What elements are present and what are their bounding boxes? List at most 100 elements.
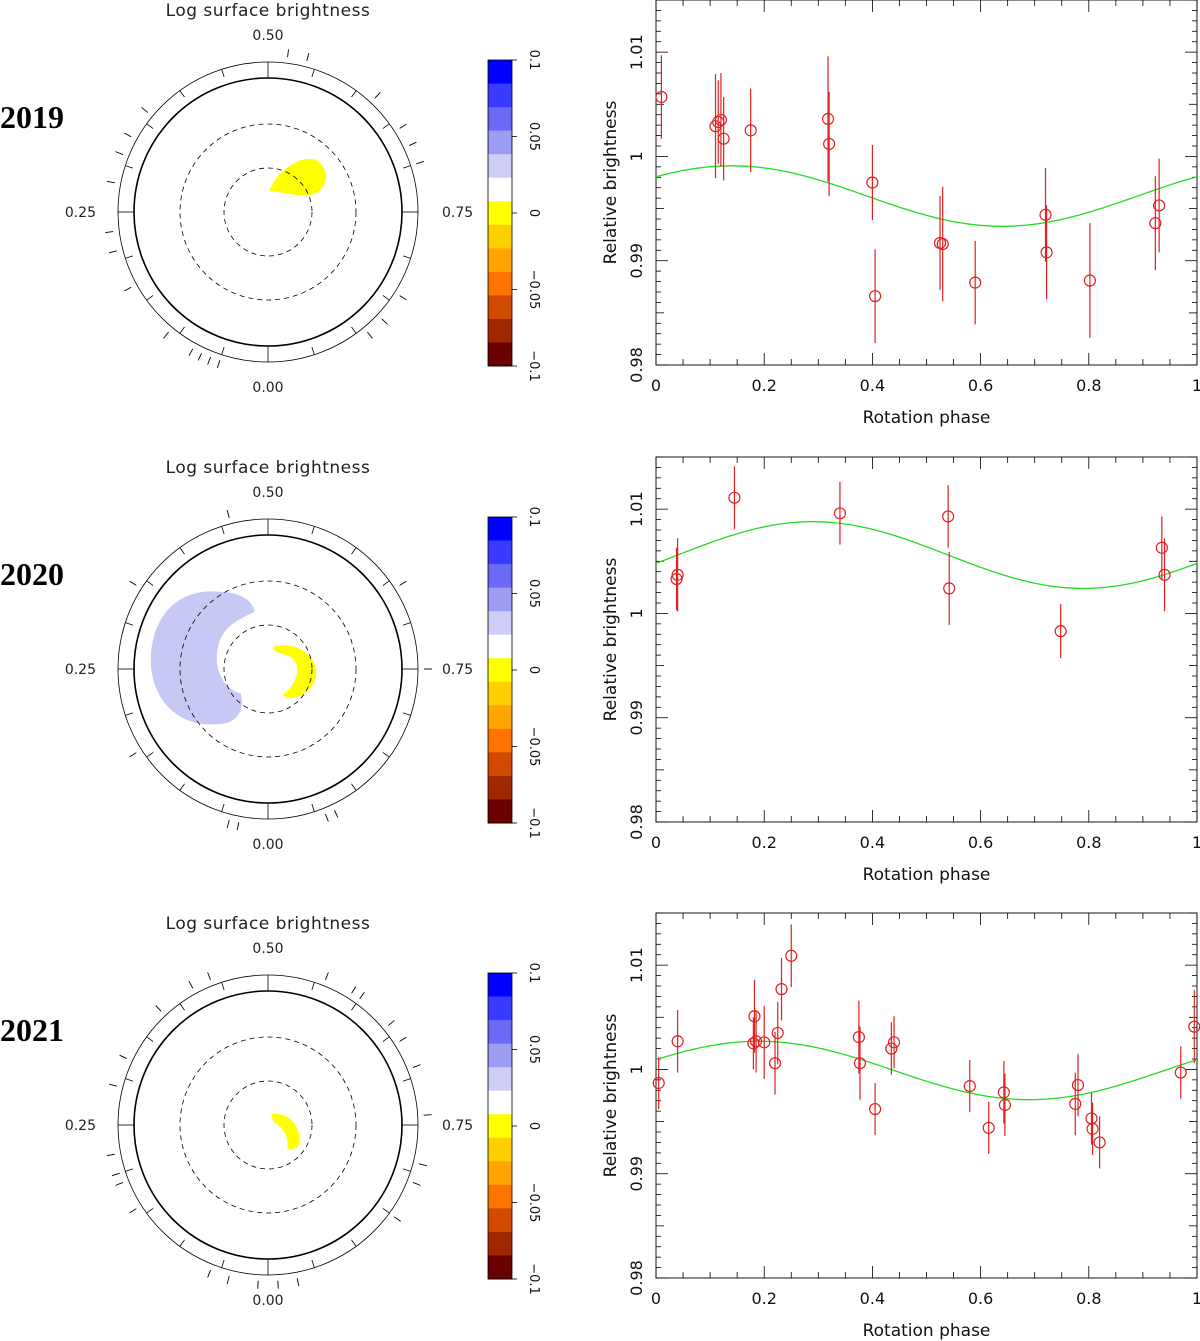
observed-phase-mark xyxy=(412,1182,421,1186)
observed-phase-mark xyxy=(226,1275,230,1284)
bright-spot xyxy=(150,591,255,725)
data-point xyxy=(1158,568,1171,581)
colorbar-tick-label: −0.05 xyxy=(526,1183,541,1223)
map-title: Log surface brightness xyxy=(166,458,371,478)
colorbar-bin xyxy=(488,587,512,612)
colorbar-bin xyxy=(488,271,512,296)
ring-tick xyxy=(125,1078,134,1082)
ring-tick xyxy=(221,346,225,355)
data-point xyxy=(1069,1097,1082,1110)
phase-label-bottom: 0.00 xyxy=(252,1293,283,1309)
observed-phase-mark xyxy=(399,1036,407,1042)
x-tick-label: 0.6 xyxy=(968,376,993,395)
observed-phase-mark xyxy=(236,822,240,831)
phase-label-left: 0.25 xyxy=(65,205,96,221)
ring-tick xyxy=(179,783,185,791)
colorbar-tick-label: 0 xyxy=(526,1122,541,1130)
x-tick-label: 0.8 xyxy=(1076,1289,1101,1308)
data-point xyxy=(717,132,730,145)
x-tick-label: 0 xyxy=(651,376,661,395)
data-point xyxy=(1083,274,1096,287)
fit-curve xyxy=(655,165,1198,227)
colorbar-bin xyxy=(488,1184,512,1209)
ring-tick xyxy=(179,1003,185,1011)
observed-phase-mark xyxy=(188,348,194,356)
latitude-circle xyxy=(223,167,313,257)
data-point xyxy=(853,1057,867,1070)
ring-tick xyxy=(125,165,134,169)
ring-tick xyxy=(221,1259,225,1268)
latitude-circle xyxy=(179,1036,357,1214)
ring-tick xyxy=(179,547,185,555)
ring-tick xyxy=(351,90,357,98)
x-tick-label: 0.2 xyxy=(751,376,776,395)
ring-tick xyxy=(351,326,357,334)
ring-tick xyxy=(221,69,225,78)
colorbar-bin xyxy=(488,342,512,367)
colorbar-tick-label: 0 xyxy=(526,666,541,674)
phase-label-top: 0.50 xyxy=(252,485,283,501)
ring-tick xyxy=(382,123,390,129)
colorbar-bin xyxy=(488,1255,512,1280)
colorbar-bin xyxy=(488,130,512,155)
x-tick-label: 0.4 xyxy=(860,1289,885,1308)
ring-tick xyxy=(125,1168,134,1172)
ring-tick xyxy=(402,165,411,169)
latitude-circle xyxy=(223,1080,313,1170)
colorbar-bin xyxy=(488,1137,512,1162)
observed-phase-mark xyxy=(359,992,365,1000)
observed-phase-mark xyxy=(387,1020,395,1026)
phase-label-bottom: 0.00 xyxy=(252,837,283,853)
observed-phase-mark xyxy=(207,972,211,981)
plot-frame xyxy=(655,912,1198,1279)
observed-phase-mark xyxy=(393,1216,401,1222)
year-label: 2020 xyxy=(0,556,64,592)
colorbar-bin xyxy=(488,517,512,542)
observed-phase-mark xyxy=(296,1278,300,1287)
data-point xyxy=(744,124,757,137)
ring-tick xyxy=(179,90,185,98)
observed-phase-mark xyxy=(216,360,221,369)
phase-ring xyxy=(117,61,419,363)
data-point xyxy=(1155,541,1168,554)
colorbar-bin xyxy=(488,1043,512,1068)
map-title: Log surface brightness xyxy=(166,914,371,934)
colorbar-tick-label: 0.05 xyxy=(526,579,541,608)
phase-ring xyxy=(117,974,419,1276)
data-point xyxy=(1040,246,1053,259)
ring-tick xyxy=(311,526,315,535)
data-point xyxy=(785,949,798,962)
y-tick-label: 0.99 xyxy=(627,700,646,736)
data-point xyxy=(852,1030,865,1044)
observed-phase-mark xyxy=(109,1083,118,1087)
ring-tick xyxy=(146,1036,154,1042)
observed-phase-mark xyxy=(197,352,202,361)
observed-phase-mark xyxy=(408,141,417,146)
ring-tick xyxy=(146,752,154,758)
observed-phase-mark xyxy=(399,123,407,129)
observed-phase-mark xyxy=(129,580,137,586)
observed-phase-mark xyxy=(111,1172,120,1177)
phase-label-right: 0.75 xyxy=(442,662,473,678)
x-axis-label: Rotation phase xyxy=(863,1321,991,1341)
y-tick-label: 0.99 xyxy=(627,1156,646,1192)
colorbar-bin xyxy=(488,248,512,273)
plot-frame xyxy=(655,0,1198,366)
ring-tick xyxy=(146,580,154,586)
colorbar-bin xyxy=(488,681,512,706)
y-tick-label: 0.98 xyxy=(627,1260,646,1296)
observed-phase-mark xyxy=(334,809,339,818)
observed-phase-mark xyxy=(374,92,381,99)
year-label: 2019 xyxy=(0,99,64,135)
ring-tick xyxy=(179,1239,185,1247)
colorbar-tick-label: 0.1 xyxy=(526,50,541,71)
x-tick-label: 0.6 xyxy=(968,833,993,852)
colorbar-tick-label: 0 xyxy=(526,209,541,217)
colorbar-tick-label: −0.1 xyxy=(526,807,541,839)
colorbar-bin xyxy=(488,1161,512,1186)
cool-spot xyxy=(272,645,317,699)
y-tick-label: 0.98 xyxy=(627,347,646,383)
ring-tick xyxy=(179,326,185,334)
colorbar-bin xyxy=(488,60,512,85)
ring-tick xyxy=(311,346,315,355)
